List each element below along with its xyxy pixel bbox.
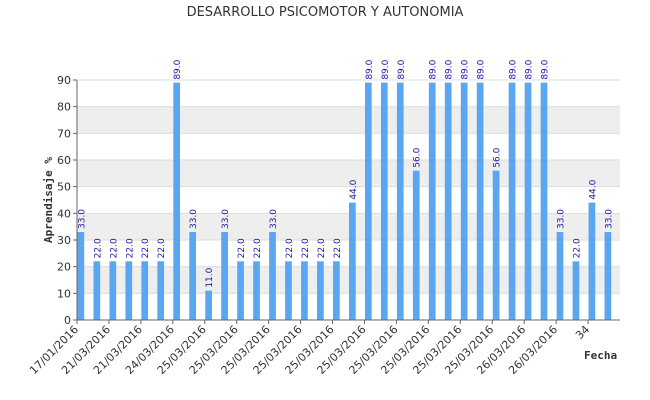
bar: [253, 261, 260, 320]
x-tick-label: 34: [573, 323, 592, 342]
data-label: 89.0: [509, 59, 519, 79]
bar: [301, 261, 308, 320]
bar: [205, 290, 212, 320]
bar: [396, 82, 404, 321]
data-label: 89.0: [461, 59, 471, 79]
data-label: 44.0: [349, 179, 359, 199]
data-label: 22.0: [317, 238, 327, 258]
data-label: 89.0: [445, 59, 455, 79]
y-tick-label: 50: [57, 181, 71, 194]
data-label: 89.0: [365, 59, 375, 79]
bar: [237, 261, 244, 320]
bar: [269, 232, 276, 320]
x-tick-labels: 17/01/201621/03/201621/03/201624/03/2016…: [27, 323, 592, 377]
data-label: 22.0: [125, 238, 135, 258]
bar: [77, 232, 85, 320]
bar: [189, 232, 197, 320]
data-label: 89.0: [397, 59, 407, 79]
bar: [173, 82, 181, 321]
bar: [540, 82, 548, 321]
data-label: 22.0: [285, 238, 295, 258]
data-label: 22.0: [253, 238, 263, 258]
plot-band: [77, 213, 620, 240]
data-label: 89.0: [429, 59, 439, 79]
data-label: 33.0: [556, 209, 566, 229]
data-label: 22.0: [237, 238, 247, 258]
data-label: 22.0: [93, 238, 103, 258]
data-label: 22.0: [301, 238, 311, 258]
y-tick-label: 60: [57, 154, 71, 167]
bar: [524, 82, 532, 321]
data-label: 33.0: [77, 209, 87, 229]
data-label: 22.0: [157, 238, 167, 258]
data-label: 56.0: [493, 147, 503, 167]
y-tick-label: 70: [57, 127, 71, 140]
bar: [285, 261, 292, 320]
data-label: 89.0: [173, 59, 183, 79]
bar: [492, 170, 500, 320]
data-label: 89.0: [477, 59, 487, 79]
bar: [157, 261, 165, 320]
bars: [77, 82, 612, 321]
plot-band: [77, 106, 620, 134]
y-tick-label: 80: [57, 101, 71, 114]
data-label: 33.0: [604, 209, 614, 229]
x-axis-label: Fecha: [584, 349, 617, 362]
bar: [588, 202, 596, 320]
axes: [73, 79, 620, 324]
bar: [333, 261, 340, 320]
bar: [141, 261, 149, 320]
bar: [556, 232, 564, 320]
bar: [109, 261, 117, 320]
data-label: 22.0: [109, 238, 119, 258]
data-labels: 33.0 22.0 22.0 22.0 22.0 22.0 89.0 33.0 11.0 33.0…: [77, 59, 614, 287]
y-tick-label: 40: [57, 207, 71, 220]
bar: [364, 82, 372, 321]
data-label: 44.0: [588, 179, 598, 199]
bar: [412, 170, 420, 320]
chart-title: DESARROLLO PSICOMOTOR Y AUTONOMIA: [187, 5, 464, 20]
bar: [444, 82, 452, 321]
data-label: 56.0: [413, 147, 423, 167]
bar: [508, 82, 516, 321]
bar: [460, 82, 468, 321]
data-label: 11.0: [205, 267, 215, 287]
data-label: 89.0: [541, 59, 551, 79]
y-tick-label: 90: [57, 74, 71, 87]
y-tick-label: 10: [57, 287, 71, 300]
y-tick-label: 0: [64, 314, 71, 327]
y-tick-label: 30: [57, 234, 71, 247]
bar: [476, 82, 484, 321]
bar: [125, 261, 133, 320]
data-label: 89.0: [525, 59, 535, 79]
bar: [604, 232, 612, 320]
bar: [349, 202, 356, 320]
y-tick-labels: 0 10 20 30 40 50 60 70 80 90: [57, 74, 71, 327]
data-label: 33.0: [269, 209, 279, 229]
data-label: 22.0: [333, 238, 343, 258]
data-label: 33.0: [221, 209, 231, 229]
data-label: 22.0: [572, 238, 582, 258]
data-label: 89.0: [381, 59, 391, 79]
bar: [428, 82, 436, 321]
bar: [93, 261, 101, 320]
data-label: 22.0: [141, 238, 151, 258]
data-label: 33.0: [189, 209, 199, 229]
y-axis-label: Aprendisaje %: [42, 157, 55, 243]
bar: [380, 82, 388, 321]
bar: [572, 261, 580, 320]
bar: [317, 261, 324, 320]
y-tick-label: 20: [57, 261, 71, 274]
bar: [221, 232, 228, 320]
